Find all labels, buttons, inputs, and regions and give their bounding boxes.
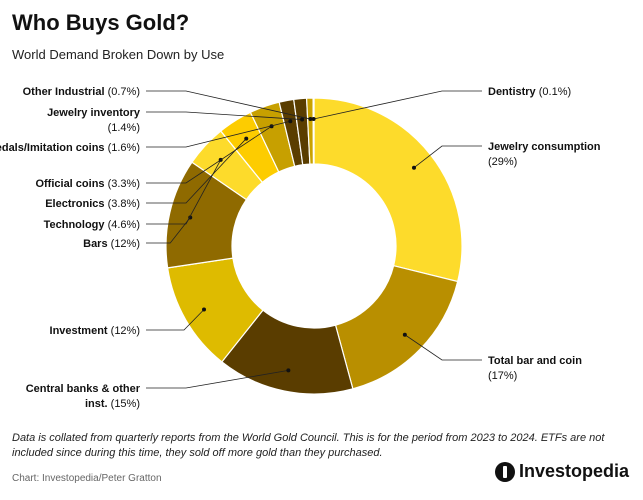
leader-dot-total-bar-and-coin xyxy=(402,332,407,337)
slice-dentistry[interactable] xyxy=(312,97,315,165)
label-official-coins: Official coins (3.3%) xyxy=(35,178,140,190)
label-pct-official-coins: (3.3%) xyxy=(105,178,140,190)
label-technology: Technology (4.6%) xyxy=(44,219,140,231)
leader-dot-jewelry-consumption xyxy=(411,165,416,170)
leader-dot-jewelry-inventory xyxy=(300,117,305,122)
label-pct-total-bar-and-coin: (17%) xyxy=(488,370,517,382)
chart-title: Who Buys Gold? xyxy=(12,10,190,35)
label-investment: Investment (12%) xyxy=(50,325,140,337)
leader-line-medals-imitation-coins xyxy=(146,120,291,148)
label-pct-jewelry-inventory: (1.4%) xyxy=(108,122,140,134)
label-name-jewelry-inventory: Jewelry inventory xyxy=(47,107,141,119)
label-dentistry: Dentistry (0.1%) xyxy=(488,86,571,98)
leader-line-dentistry xyxy=(313,90,482,120)
brand-name: Investopedia xyxy=(518,461,629,481)
label-name-total-bar-and-coin: Total bar and coin xyxy=(488,355,582,367)
leader-line-official-coins xyxy=(146,125,272,184)
label-jewelry-consumption: Jewelry consumption (29%) xyxy=(488,141,601,168)
label-pct-electronics: (3.8%) xyxy=(105,198,140,210)
donut-chart: Jewelry consumption (29%) Total bar and co… xyxy=(0,86,601,410)
label-pct-investment: (12%) xyxy=(108,325,140,337)
label-jewelry-inventory: Jewelry inventory (1.4%) xyxy=(47,107,141,134)
label-pct-dentistry: (0.1%) xyxy=(536,86,571,98)
leader-line-bars xyxy=(146,217,191,244)
leader-dot-dentistry xyxy=(311,117,316,122)
label-total-bar-and-coin: Total bar and coin (17%) xyxy=(488,355,582,382)
leader-line-investment xyxy=(146,309,205,331)
label-name-technology: Technology xyxy=(44,219,106,231)
leader-line-other-industrial xyxy=(146,90,311,120)
footnote: Data is collated from quarterly reports … xyxy=(12,432,605,459)
leader-line-jewelry-inventory xyxy=(146,111,303,120)
label-other-industrial: Other Industrial (0.7%) xyxy=(23,86,140,98)
leader-line-jewelry-consumption xyxy=(413,145,482,169)
label-name-official-coins: Official coins xyxy=(35,178,104,190)
label-medals-imitation-coins: Medals/Imitation coins (1.6%) xyxy=(0,142,140,154)
leader-dot-electronics xyxy=(244,136,249,141)
label-pct-technology: (4.6%) xyxy=(105,219,140,231)
label-central-banks-other-inst: Central banks & other inst. (15%) xyxy=(26,383,141,410)
label-name-jewelry-consumption: Jewelry consumption xyxy=(488,141,601,153)
slice-total-bar-and-coin[interactable] xyxy=(334,264,459,390)
investopedia-logo[interactable]: Investopedia xyxy=(494,461,629,482)
chart-subtitle: World Demand Broken Down by Use xyxy=(12,47,225,62)
label-name-central-banks-other-inst: Central banks & other xyxy=(26,383,141,395)
investopedia-logo-icon xyxy=(494,461,515,482)
label-name-investment: Investment xyxy=(50,325,108,337)
label-name-central-banks-other-inst: inst. xyxy=(85,398,108,410)
leader-dot-central-banks-other-inst xyxy=(286,368,291,373)
label-name-medals-imitation-coins: Medals/Imitation coins xyxy=(0,142,105,154)
label-name-dentistry: Dentistry xyxy=(488,86,537,98)
leader-dot-investment xyxy=(202,307,207,312)
chart-source: Chart: Investopedia/Peter Gratton xyxy=(12,473,162,484)
slice-jewelry-consumption[interactable] xyxy=(313,97,463,283)
label-bars: Bars (12%) xyxy=(83,238,140,250)
label-pct-medals-imitation-coins: (1.6%) xyxy=(105,142,140,154)
label-pct-jewelry-consumption: (29%) xyxy=(488,156,517,168)
label-name-bars: Bars xyxy=(83,238,107,250)
label-pct-bars: (12%) xyxy=(108,238,140,250)
label-name-electronics: Electronics xyxy=(45,198,104,210)
label-pct-central-banks-other-inst: (15%) xyxy=(108,398,140,410)
leader-line-technology xyxy=(146,159,222,225)
leader-line-central-banks-other-inst xyxy=(146,369,289,389)
leader-line-total-bar-and-coin xyxy=(404,334,482,361)
leader-dot-other-industrial xyxy=(308,117,313,122)
leader-dot-medals-imitation-coins xyxy=(288,119,293,124)
label-electronics: Electronics (3.8%) xyxy=(45,198,140,210)
leader-line-electronics xyxy=(146,138,247,204)
label-pct-other-industrial: (0.7%) xyxy=(105,86,140,98)
label-name-other-industrial: Other Industrial xyxy=(23,86,105,98)
